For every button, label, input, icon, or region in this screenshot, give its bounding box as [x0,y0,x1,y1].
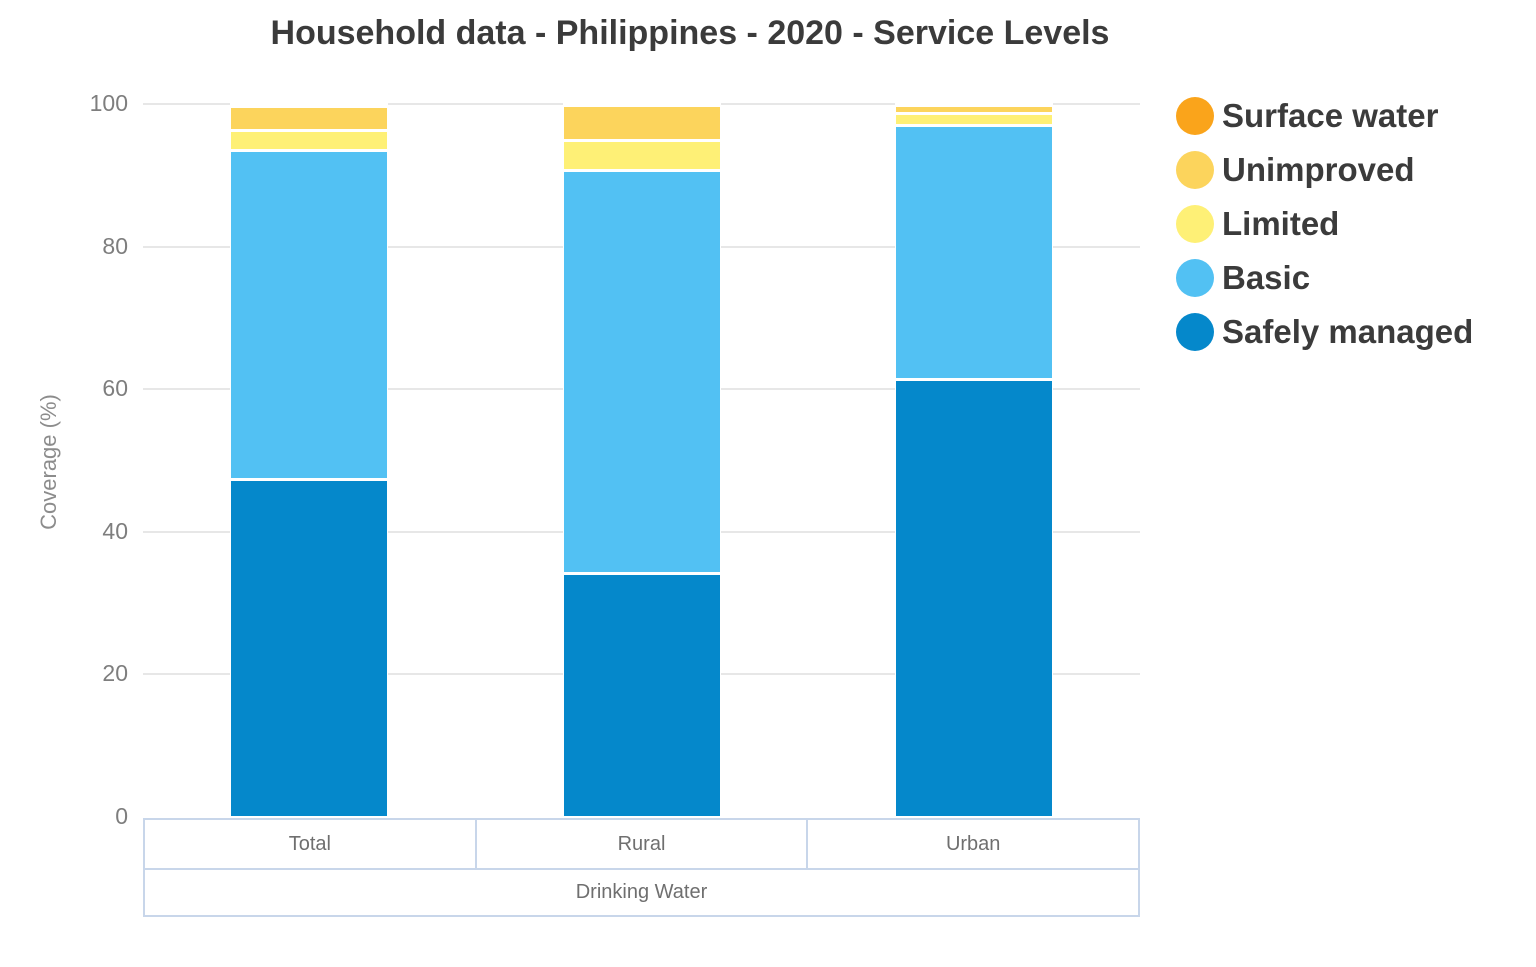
x-axis-category-table: Total Rural Urban Drinking Water [143,818,1140,917]
legend-item-limited[interactable]: Limited [1176,205,1473,243]
y-tick-label: 40 [102,517,128,544]
legend-swatch-icon [1176,313,1214,351]
category-label-total: Total [145,820,477,868]
legend: Surface water Unimproved Limited Basic Safel… [1176,97,1473,351]
plot-area: 0 20 40 60 80 100 [90,90,1140,829]
bar-segment-basic-rural[interactable] [562,168,721,573]
legend-swatch-icon [1176,205,1214,243]
legend-item-safely-managed[interactable]: Safely managed [1176,313,1473,351]
bar-segment-unimproved-rural[interactable] [562,104,721,140]
legend-label: Basic [1222,259,1311,296]
bar-segment-surface-water-urban[interactable] [894,100,1053,104]
bar-segment-basic-total[interactable] [230,148,389,479]
legend-label: Unimproved [1222,151,1415,188]
bar-segment-basic-urban[interactable] [894,124,1053,379]
bar-segment-safely-managed-rural[interactable] [562,572,721,816]
category-row: Total Rural Urban [145,820,1138,868]
y-axis-title: Coverage (%) [36,394,61,530]
bar-segment-limited-total[interactable] [230,128,389,149]
legend-swatch-icon [1176,97,1214,135]
legend-label: Safely managed [1222,313,1474,350]
bar-segment-surface-water-rural[interactable] [562,101,721,105]
bar-segment-limited-rural[interactable] [562,139,721,169]
bar-segment-safely-managed-total[interactable] [230,478,389,816]
bar-segment-unimproved-urban[interactable] [894,103,1053,113]
y-tick-label: 100 [89,90,128,116]
bar-segment-unimproved-total[interactable] [230,105,389,129]
y-tick-label: 80 [102,232,128,259]
legend-item-basic[interactable]: Basic [1176,259,1473,297]
legend-item-unimproved[interactable]: Unimproved [1176,151,1473,189]
bar-segment-safely-managed-urban[interactable] [894,378,1053,816]
category-label-rural: Rural [477,820,809,868]
legend-swatch-icon [1176,259,1214,297]
legend-item-surface-water[interactable]: Surface water [1176,97,1473,135]
y-tick-label: 20 [102,660,128,687]
category-label-urban: Urban [945,832,1001,855]
bar-segment-surface-water-total[interactable] [230,102,389,106]
legend-label: Limited [1222,205,1340,242]
legend-label: Surface water [1222,97,1439,134]
legend-swatch-icon [1176,151,1214,189]
bar-segment-limited-urban[interactable] [894,112,1053,125]
chart-title: Household data - Philippines - 2020 - Se… [270,14,1110,52]
y-tick-label: 60 [102,375,128,402]
category-group-cell: Drinking Water [145,868,1138,915]
y-tick-label: 0 [115,803,128,829]
